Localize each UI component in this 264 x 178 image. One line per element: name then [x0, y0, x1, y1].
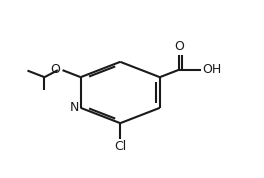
- Text: OH: OH: [202, 63, 222, 76]
- Text: O: O: [51, 63, 60, 76]
- Text: N: N: [70, 101, 80, 114]
- Text: O: O: [174, 40, 184, 53]
- Text: Cl: Cl: [114, 140, 126, 153]
